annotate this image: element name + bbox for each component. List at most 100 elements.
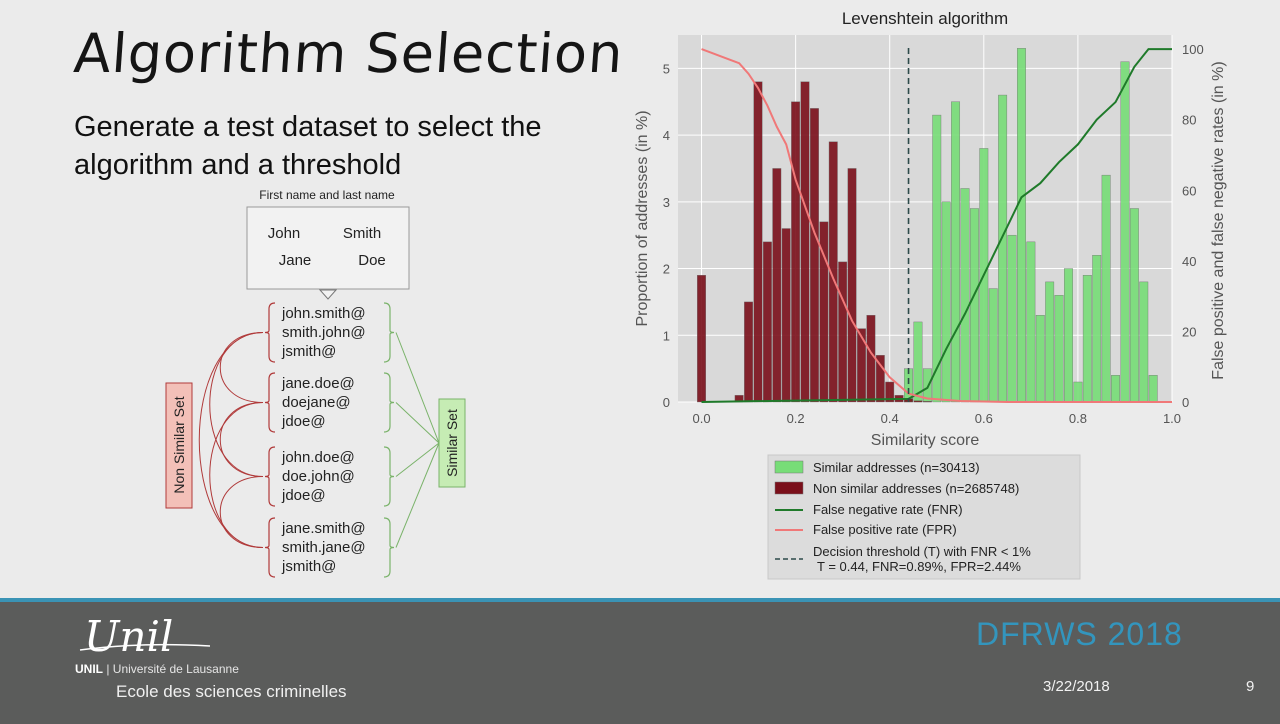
similar-box [438, 398, 466, 488]
right-brace [383, 372, 395, 433]
y-tick-label: 3 [663, 195, 670, 210]
y-tick-label: 4 [663, 128, 670, 143]
y2-axis-label: False positive and false negative rates … [1210, 61, 1227, 379]
histogram-bar [913, 400, 923, 403]
histogram-bar [753, 81, 763, 403]
email-item: smith.jane@ [282, 539, 366, 556]
legend-label: Non similar addresses (n=2685748) [813, 481, 1019, 496]
histogram-bar [791, 101, 801, 403]
y-tick-label: 1 [663, 328, 670, 343]
legend-box [767, 454, 1081, 580]
name-label: Doe [358, 252, 386, 269]
histogram-bar [744, 301, 754, 403]
histogram-bar [1064, 268, 1073, 403]
histogram-bar [1054, 295, 1064, 403]
non-similar-link [209, 332, 264, 477]
y2-tick-label: 60 [1182, 183, 1196, 198]
histogram-bar [847, 168, 857, 403]
histogram-bar [1017, 48, 1026, 403]
y-tick-label: 5 [663, 61, 670, 76]
legend-detail: T = 0.44, FNR=0.89%, FPR=2.44% [817, 559, 1021, 574]
histogram-bar [941, 201, 951, 403]
non-similar-link [198, 332, 264, 548]
right-brace [383, 446, 395, 507]
rate-line [701, 48, 1172, 403]
email-item: jane.smith@ [281, 520, 366, 537]
email-item: jsmith@ [281, 558, 336, 575]
histogram-bar [951, 101, 961, 403]
email-item: jdoe@ [281, 487, 326, 504]
histogram-bar [1101, 174, 1111, 403]
legend-swatch [774, 481, 804, 495]
histogram-bar [1092, 254, 1102, 403]
y2-tick-label: 100 [1182, 42, 1204, 57]
email-item: jane.doe@ [281, 375, 355, 392]
email-item: doejane@ [282, 394, 351, 411]
non-similar-box [165, 382, 193, 509]
chart-legend: Similar addresses (n=30413) Non similar a… [767, 454, 1081, 580]
x-tick-label: 0.2 [787, 411, 805, 426]
university-full: | Université de Lausanne [106, 662, 239, 676]
left-brace [264, 446, 276, 507]
university-abbrev: UNIL [75, 662, 103, 676]
slide-date: 3/22/2018 [1043, 678, 1110, 695]
levenshtein-chart: 0.0 0.2 0.4 0.6 0.8 1.0012345020406080100Leve… [634, 9, 1227, 580]
histogram-bar [800, 81, 810, 403]
histogram-bar [762, 241, 772, 403]
histogram-bar [781, 228, 791, 403]
histogram-bar [819, 221, 829, 403]
name-label: Jane [279, 252, 312, 269]
left-brace [264, 372, 276, 433]
email-item: john.smith@ [281, 305, 366, 322]
down-arrow-icon [318, 289, 338, 300]
names-box [246, 206, 410, 290]
histogram-bar [960, 188, 970, 403]
email-item: jsmith@ [281, 343, 336, 360]
histogram-bar [1111, 375, 1120, 403]
non-similar-link [219, 402, 264, 477]
histogram-bar [1148, 375, 1158, 403]
email-item: jdoe@ [281, 413, 326, 430]
y-tick-label: 2 [663, 262, 670, 277]
histogram-bar [1045, 281, 1055, 403]
conference-name: DFRWS 2018 [976, 616, 1183, 652]
footer-decoration [79, 643, 211, 651]
email-item: smith.john@ [282, 324, 366, 341]
histogram-bar [810, 108, 819, 403]
histogram-bar [932, 114, 942, 403]
rate-line [701, 48, 1172, 403]
chart-title: Levenshtein algorithm [842, 9, 1008, 28]
similar-link [395, 442, 440, 477]
histogram-bar [875, 355, 885, 403]
legend-label: False positive rate (FPR) [813, 522, 957, 537]
x-tick-label: 1.0 [1163, 411, 1181, 426]
non-similar-label: Non Similar Set [171, 396, 187, 493]
similar-link [395, 442, 440, 548]
histogram-bar [828, 141, 838, 403]
diagram-box-label: First name and last name [259, 188, 395, 202]
x-tick-label: 0.4 [881, 411, 899, 426]
histogram-bar [913, 321, 923, 403]
histogram-bar [1073, 381, 1083, 403]
school-name: Ecole des sciences criminelles [116, 682, 347, 701]
histogram-bar [988, 288, 998, 403]
legend-swatch [774, 460, 804, 474]
university-name: UNIL | Université de Lausanne [75, 662, 239, 676]
slide-title: Algorithm Selection [71, 22, 626, 85]
histogram-bar [998, 94, 1008, 403]
left-brace [264, 517, 276, 578]
legend-label: Decision threshold (T) with FNR < 1% [813, 544, 1031, 559]
right-brace [383, 517, 395, 578]
slide-subtitle: Generate a test dataset to select the al… [74, 111, 542, 181]
email-item: doe.john@ [282, 468, 355, 485]
legend-label: Similar addresses (n=30413) [813, 460, 980, 475]
histogram-bar [857, 328, 866, 403]
histogram-bar [697, 275, 706, 403]
histogram-bar [838, 261, 848, 403]
histogram-bar [1035, 315, 1045, 403]
unil-logo: Unil [84, 612, 174, 661]
histogram-bar [922, 401, 932, 403]
x-tick-label: 0.6 [975, 411, 993, 426]
histogram-bar [866, 315, 876, 403]
right-brace [383, 302, 395, 363]
